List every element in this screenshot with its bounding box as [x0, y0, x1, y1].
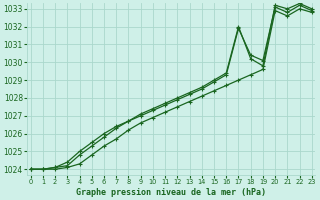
X-axis label: Graphe pression niveau de la mer (hPa): Graphe pression niveau de la mer (hPa): [76, 188, 266, 197]
